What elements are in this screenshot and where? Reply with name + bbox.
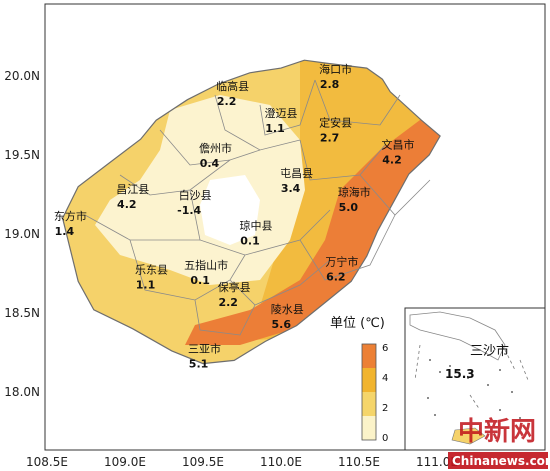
county-label: 澄迈县 1.1 [265,106,298,135]
y-tick-label: 19.5N [4,148,40,162]
legend-colorbar-outline [361,343,377,441]
county-name: 昌江县 [116,183,149,196]
y-tick-label: 20.0N [4,69,40,83]
zone-cold [95,95,305,285]
county-label: 琼海市 5.0 [338,185,371,214]
county-value: 6.2 [326,271,346,284]
watermark-band [448,452,548,469]
zone-hot [185,90,441,345]
county-label: 儋州市 0.4 [199,141,232,170]
county-value: 1.4 [55,225,75,238]
county-name: 屯昌县 [280,167,313,180]
county-value: 4.2 [117,198,137,211]
inset-island [451,427,486,445]
sansha-inset: 三沙市 15.3 [404,307,546,451]
county-value: 5.6 [271,318,291,331]
county-label: 三亚市 5.1 [188,342,221,371]
county-value: 5.0 [339,201,359,214]
legend-colorbar [361,343,377,441]
chinanews-watermark: 中新网 Chinanews.com [448,416,550,469]
zone-coldest [200,175,260,245]
y-tick-label: 19.0N [4,227,40,241]
inset-name: 三沙市 [470,343,509,359]
county-value: 5.1 [189,358,209,371]
x-tick-label: 110.5E [338,455,380,469]
county-name: 琼中县 [240,218,273,232]
x-axis: 108.5E 109.0E 109.5E 110.0E 110.5E 111.0E [26,455,458,469]
inset-dots [427,359,521,419]
legend-color-step [362,392,376,416]
county-value: 4.2 [382,154,402,167]
county-name: 东方市 [54,209,87,223]
legend-color-step [362,416,376,440]
legend-color-step [362,368,376,392]
county-value: 3.4 [281,182,301,195]
legend-title: 单位 (℃) [330,316,385,331]
legend: 单位 (℃) 0 2 4 6 [330,316,388,444]
y-tick-label: 18.5N [4,306,40,320]
legend-ticks: 0 2 4 6 [382,343,388,444]
county-label: 定安县 2.7 [319,116,352,145]
county-name: 陵水县 [271,303,304,316]
legend-tick-label: 4 [382,373,388,384]
county-labels: 海口市 2.8 临高县 2.2 澄迈县 1.1 定安县 2.7 文昌市 4.2 儋州市 0.4 屯昌县 3… [54,62,415,371]
county-label: 乐东县 1.1 [135,264,168,292]
x-tick-label: 108.5E [26,455,68,469]
county-name: 三亚市 [188,342,221,356]
legend-tick-label: 0 [382,433,388,444]
x-tick-label: 109.5E [182,455,224,469]
county-label: 万宁市 6.2 [325,255,358,284]
x-tick-label: 111.0E [416,455,458,469]
county-label: 昌江县 4.2 [116,183,149,211]
inset-frame [404,307,546,451]
county-borders [84,79,431,336]
county-value: 0.1 [190,274,210,287]
county-name: 海口市 [319,62,352,76]
county-label: 文昌市 4.2 [382,138,415,167]
county-name: 澄迈县 [265,106,298,120]
county-label: 临高县 2.2 [216,79,249,108]
county-value: 2.8 [320,78,340,91]
watermark-sub: Chinanews.com [452,454,550,468]
county-label: 五指山市 0.1 [184,258,228,287]
county-name: 五指山市 [184,258,228,272]
county-name: 乐东县 [135,264,168,277]
inset-value: 15.3 [445,367,475,381]
x-tick-label: 110.0E [260,455,302,469]
county-label: 东方市 1.4 [54,209,87,238]
y-axis: 20.0N 19.5N 19.0N 18.5N 18.0N [4,69,40,399]
legend-color-step [362,344,376,368]
county-value: 1.1 [265,122,285,135]
inset-coast [409,311,506,361]
legend-tick-label: 6 [382,343,388,354]
county-label: 陵水县 5.6 [271,303,304,331]
county-value: -1.4 [177,204,201,217]
legend-tick-label: 2 [382,403,388,414]
county-name: 保亭县 [218,280,251,294]
county-value: 0.1 [240,234,260,247]
county-name: 儋州市 [199,141,232,155]
watermark-main: 中新网 [458,416,536,447]
x-tick-label: 109.0E [104,455,146,469]
county-name: 临高县 [216,79,249,93]
county-value: 2.2 [217,95,237,108]
county-label: 琼中县 0.1 [240,218,273,247]
county-value: 0.4 [200,157,220,170]
island-coastline [61,59,441,365]
county-name: 文昌市 [382,138,415,152]
county-label: 保亭县 2.2 [218,280,251,309]
county-value: 2.7 [320,132,340,145]
county-name: 定安县 [319,116,352,130]
county-label: 屯昌县 3.4 [280,167,313,195]
county-name: 万宁市 [325,255,358,269]
county-name: 琼海市 [338,185,371,199]
county-value: 2.2 [218,296,238,309]
county-name: 白沙县 [179,188,212,202]
county-label: 白沙县 -1.4 [177,188,212,217]
county-value: 1.1 [136,279,156,292]
county-label: 海口市 2.8 [319,62,352,91]
y-tick-label: 18.0N [4,385,40,399]
